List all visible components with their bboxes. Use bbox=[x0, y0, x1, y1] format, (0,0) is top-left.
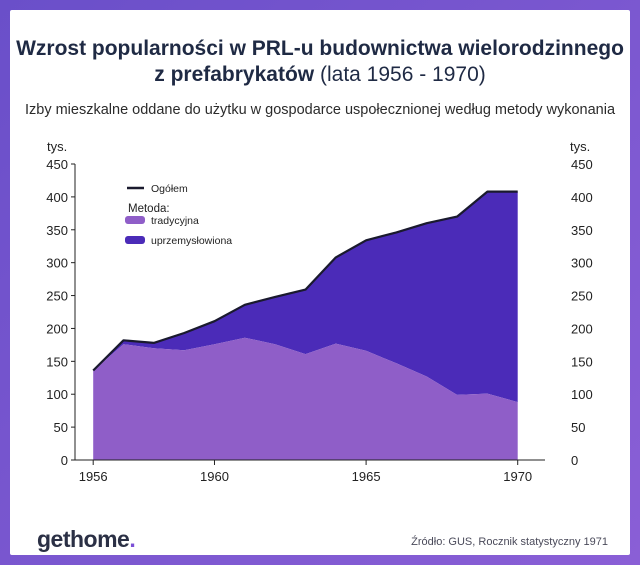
y-axis-unit-left: tys. bbox=[47, 139, 67, 154]
y-tick-label-right: 0 bbox=[571, 453, 578, 468]
legend-uprzemyslowiona-swatch bbox=[125, 236, 145, 244]
legend-ogolem-label: Ogółem bbox=[151, 183, 188, 195]
y-tick-label-left: 0 bbox=[61, 453, 68, 468]
y-tick-label-right: 450 bbox=[571, 157, 593, 172]
y-tick-label-left: 300 bbox=[46, 256, 68, 271]
source-note: Źródło: GUS, Rocznik statystyczny 1971 bbox=[411, 536, 608, 548]
y-tick-label-right: 200 bbox=[571, 321, 593, 336]
y-tick-label-left: 200 bbox=[46, 321, 68, 336]
x-tick-label: 1960 bbox=[200, 469, 229, 484]
logo-text: gethome bbox=[37, 526, 130, 552]
legend-uprzemyslowiona-label: uprzemysłowiona bbox=[151, 235, 232, 247]
area-tradycyjna bbox=[93, 337, 518, 460]
y-tick-label-left: 350 bbox=[46, 223, 68, 238]
y-tick-label-left: 50 bbox=[54, 420, 68, 435]
line-ogolem bbox=[92, 190, 518, 372]
y-axis-unit-right: tys. bbox=[570, 139, 590, 154]
legend-tradycyjna-swatch bbox=[125, 216, 145, 224]
y-tick-label-right: 300 bbox=[571, 256, 593, 271]
gethome-logo: gethome. bbox=[37, 526, 136, 553]
y-tick-label-left: 400 bbox=[46, 190, 68, 205]
y-tick-label-left: 150 bbox=[46, 354, 68, 369]
y-tick-label-right: 250 bbox=[571, 289, 593, 304]
y-tick-label-left: 250 bbox=[46, 289, 68, 304]
chart-card: Wzrost popularności w PRL-u budownictwa … bbox=[10, 10, 630, 555]
logo-dot: . bbox=[129, 526, 136, 552]
chart-title: Wzrost popularności w PRL-u budownictwa … bbox=[10, 36, 630, 88]
y-tick-label-left: 450 bbox=[46, 157, 68, 172]
legend-method-title: Metoda: bbox=[128, 203, 170, 215]
title-line-1: Wzrost popularności w PRL-u budownictwa … bbox=[16, 37, 624, 60]
y-tick-label-right: 400 bbox=[571, 190, 593, 205]
y-tick-label-right: 350 bbox=[571, 223, 593, 238]
legend-tradycyjna-label: tradycyjna bbox=[151, 215, 199, 227]
area-uprzemyslowiona bbox=[93, 191, 518, 403]
area-chart: 0 0 50 50 100 100 150 150 200 200 250 250 300 300 350 3… bbox=[46, 139, 593, 484]
title-line-2-years: (lata 1956 - 1970) bbox=[314, 63, 486, 86]
title-line-2-bold: z prefabrykatów bbox=[154, 63, 315, 86]
title-line-2: z prefabrykatów (lata 1956 - 1970) bbox=[10, 62, 630, 88]
y-tick-label-right: 50 bbox=[571, 420, 585, 435]
y-tick-label-right: 100 bbox=[571, 387, 593, 402]
x-tick-label: 1970 bbox=[503, 469, 532, 484]
x-tick-label: 1965 bbox=[352, 469, 381, 484]
chart-subtitle: Izby mieszkalne oddane do użytku w gospo… bbox=[24, 102, 616, 118]
x-tick-label: 1956 bbox=[79, 469, 108, 484]
y-tick-label-right: 150 bbox=[571, 354, 593, 369]
y-tick-label-left: 100 bbox=[46, 387, 68, 402]
